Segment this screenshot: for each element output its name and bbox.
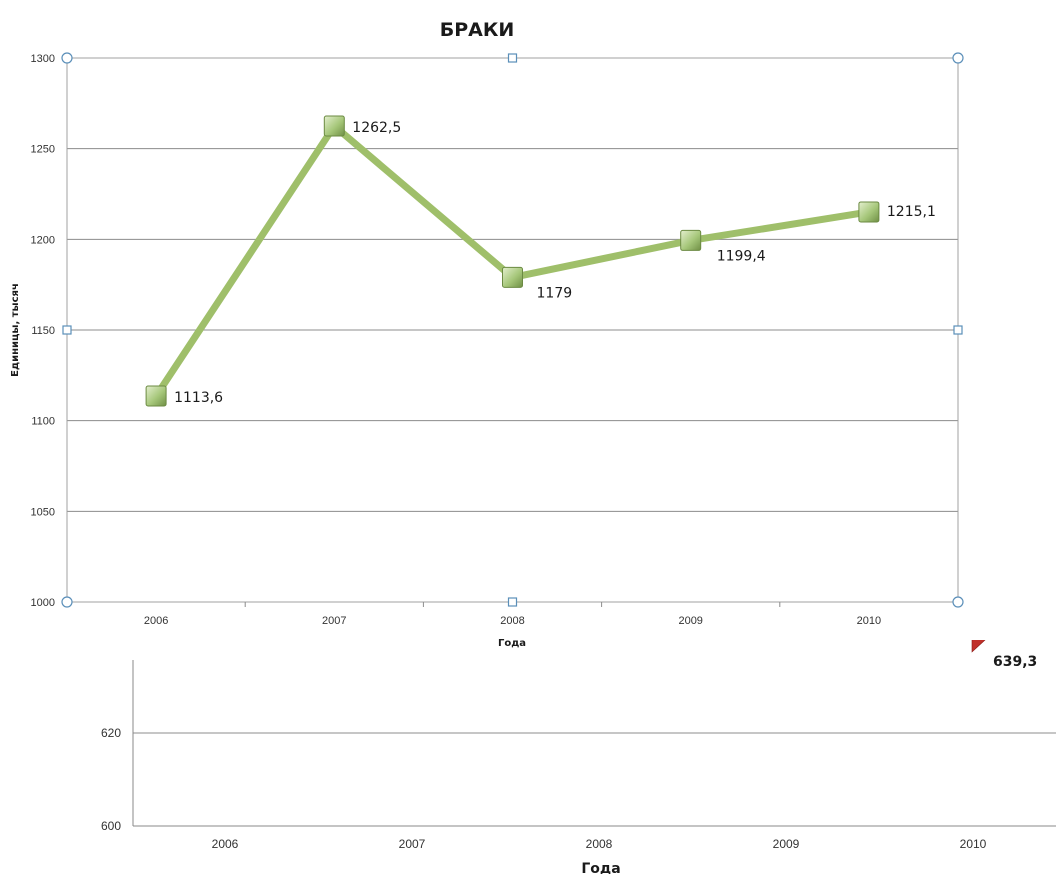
main-chart-y-tick-labels: 1000 1050 1100 1150 1200 1250 1300 [31,53,55,609]
main-chart-y-tick-1250: 1250 [31,144,55,156]
background-chart-y-tick-620: 620 [101,726,121,740]
main-chart-markers [145,115,880,407]
resize-handle-top-left[interactable] [61,52,73,64]
main-chart-data-label-2007: 1262,5 [352,120,401,136]
main-chart-plot-area [0,0,1056,640]
main-chart-y-tick-1200: 1200 [31,234,55,246]
resize-handle-bottom[interactable] [507,597,518,607]
resize-handle-right[interactable] [953,325,963,335]
resize-handle-left[interactable] [62,325,72,335]
main-chart-y-axis-label: Единицы, тысяч [10,283,21,377]
background-chart-x-tick-2006: 2006 [212,837,239,851]
main-chart-x-tick-labels: 2006 2007 2008 2009 2010 [144,615,881,627]
main-chart-y-tick-1100: 1100 [31,416,55,428]
resize-handle-bottom-right[interactable] [952,596,964,608]
main-chart-x-tick-2010: 2010 [857,615,881,627]
main-chart-y-tick-1050: 1050 [31,506,55,518]
main-chart-y-tick-1300: 1300 [31,53,55,65]
main-chart-data-labels: 1113,6 1262,5 1179 1199,4 1215,1 [174,120,936,406]
background-chart-x-tick-2007: 2007 [399,837,426,851]
main-chart-resize-handles[interactable] [61,52,964,608]
background-chart-x-tick-labels: 2006 2007 2008 2009 2010 [212,837,987,851]
resize-handle-top-right[interactable] [952,52,964,64]
main-chart-data-label-2006: 1113,6 [174,390,223,406]
main-chart-data-label-2008: 1179 [537,285,573,301]
resize-handle-bottom-left[interactable] [61,596,73,608]
main-chart-y-tick-1000: 1000 [31,597,55,609]
background-chart-x-tick-2010: 2010 [960,837,987,851]
main-chart-title: БРАКИ [440,19,515,41]
main-chart-x-tick-2006: 2006 [144,615,168,627]
main-chart-y-tick-1150: 1150 [31,325,55,337]
main-chart-marker-2008 [502,266,523,288]
main-chart-marker-2009 [680,229,702,251]
main-chart-x-tick-2008: 2008 [500,615,524,627]
background-chart-x-tick-2008: 2008 [586,837,613,851]
main-chart-gridlines [67,57,958,603]
main-chart-x-tick-marks [244,602,781,607]
main-chart-marker-2007 [323,115,345,137]
background-chart-x-axis-label: Года [581,861,620,874]
main-chart-x-tick-2009: 2009 [678,615,702,627]
resize-handle-top[interactable] [507,53,518,63]
main-chart-data-label-2010: 1215,1 [887,204,936,220]
main-chart-marker-2010 [858,201,880,223]
background-chart-y-tick-600: 600 [101,819,121,833]
main-chart-x-axis-label: Года [498,638,526,649]
main-chart-x-tick-2007: 2007 [322,615,346,627]
background-chart-data-label-2010: 639,3 [993,654,1037,670]
main-chart-data-label-2009: 1199,4 [717,248,766,264]
background-chart-y-tick-labels: 600 620 [101,726,121,833]
background-chart-x-tick-2009: 2009 [773,837,800,851]
main-chart-marker-2006 [145,385,167,407]
